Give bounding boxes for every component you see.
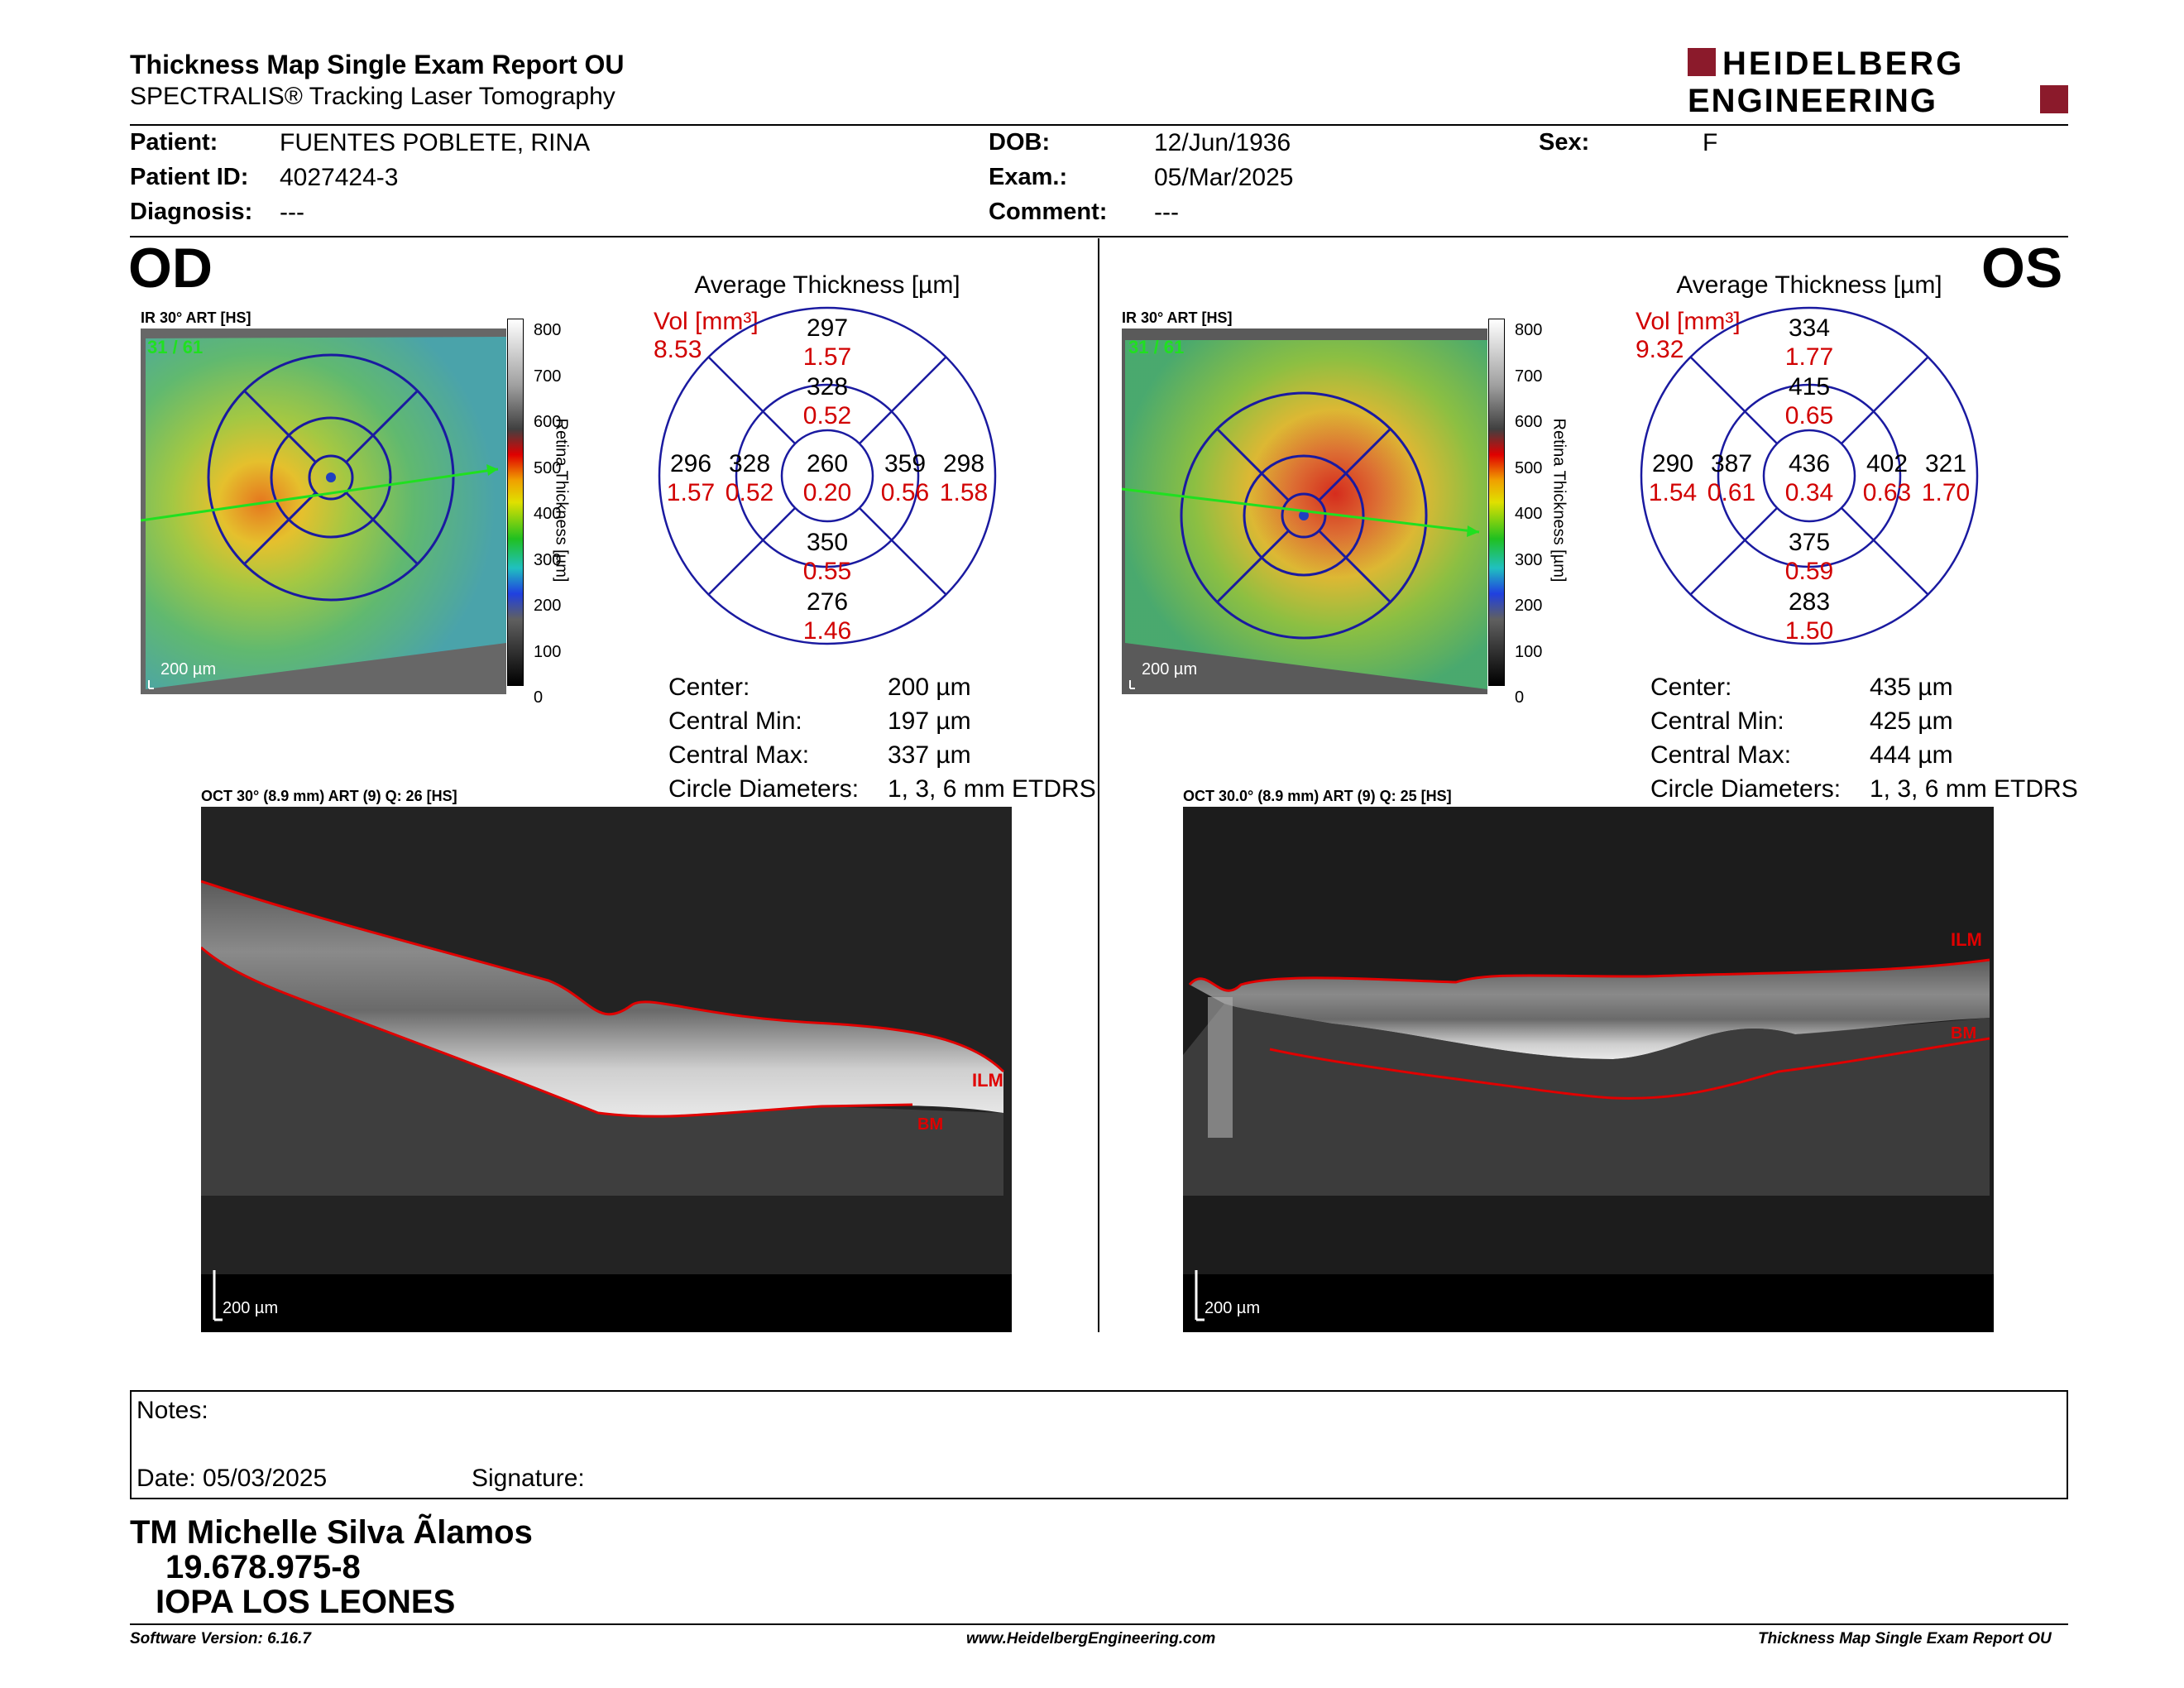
od-sector-inner-inf: 350 0.55 (802, 529, 852, 585)
os-etdrs-grid (1640, 306, 1979, 645)
os-sector-inner-inf: 375 0.59 (1784, 529, 1834, 585)
patient-id: 4027424-3 (280, 164, 399, 191)
notes-box[interactable] (130, 1390, 2068, 1499)
od-colorbar-title: Retina Thickness [µm] (552, 418, 571, 583)
od-sector-center: 260 0.20 (802, 450, 852, 506)
od-sector-inner-right: 359 0.56 (880, 450, 930, 506)
dob-value: 12/Jun/1936 (1154, 129, 1291, 156)
signer-rut: 19.678.975-8 (165, 1549, 361, 1585)
report-title: Thickness Map Single Exam Report OU (130, 50, 625, 79)
od-eye-label: OD (128, 237, 213, 300)
od-sector-outer-sup: 297 1.57 (802, 314, 852, 371)
diagnosis-label: Diagnosis: (130, 199, 253, 225)
diagnosis-value: --- (280, 199, 304, 226)
os-oct-scan: 200 µm ILM BM (1183, 807, 1994, 1332)
od-bm-label: BM (917, 1115, 943, 1134)
sex-value: F (1703, 129, 1718, 156)
footer-software: Software Version: 6.16.7 (130, 1630, 311, 1647)
od-oct-label: OCT 30° (8.9 mm) ART (9) Q: 26 [HS] (201, 788, 457, 804)
os-eye-label: OS (1981, 237, 2063, 300)
os-sector-inner-sup: 415 0.65 (1784, 373, 1834, 429)
patient-name: FUENTES POBLETE, RINA (280, 129, 591, 156)
od-etdrs-grid (658, 306, 997, 645)
od-thickness-map: 31 / 61 200 µm (141, 328, 506, 694)
report-subtitle: SPECTRALIS® Tracking Laser Tomography (130, 83, 615, 110)
logo-text-2: ENGINEERING (1688, 83, 1937, 116)
od-vol-value: 8.53 (654, 336, 702, 363)
os-ilm-label: ILM (1951, 929, 1982, 950)
os-colorbar (1488, 319, 1505, 686)
od-ir-label: IR 30° ART [HS] (141, 309, 251, 326)
os-stats-values: 435 µm 425 µm 444 µm 1, 3, 6 mm ETDRS (1870, 674, 2078, 803)
os-sector-outer-sup: 334 1.77 (1784, 314, 1834, 371)
os-thickness-map: 31 / 61 200 µm (1122, 328, 1487, 694)
notes-label: Notes: (136, 1397, 208, 1424)
signer-name: TM Michelle Silva Ãlamos (130, 1514, 533, 1551)
os-colorbar-ticks: 800 700 600 500 400 300 200 100 0 (1515, 321, 1543, 707)
comment-value: --- (1154, 199, 1179, 226)
signer-org: IOPA LOS LEONES (156, 1584, 456, 1620)
footer-report: Thickness Map Single Exam Report OU (1758, 1630, 2052, 1647)
od-colorbar (507, 319, 524, 686)
exam-value: 05/Mar/2025 (1154, 164, 1294, 191)
os-vol-value: 9.32 (1636, 336, 1684, 363)
od-sector-inner-sup: 328 0.52 (802, 373, 852, 429)
os-avg-title: Average Thickness [µm] (1676, 271, 1942, 299)
os-sector-inner-left: 387 0.61 (1707, 450, 1756, 506)
od-sector-outer-right: 298 1.58 (939, 450, 989, 506)
notes-date: Date: 05/03/2025 (136, 1465, 328, 1492)
os-ir-label: IR 30° ART [HS] (1122, 309, 1233, 326)
od-ir-counter: 31 / 61 (147, 337, 203, 357)
footer-website[interactable]: www.HeidelbergEngineering.com (966, 1630, 1216, 1647)
patient-rule (130, 236, 2068, 237)
od-colorbar-ticks: 800 700 600 500 400 300 200 100 0 (534, 321, 562, 707)
od-sector-outer-inf: 276 1.46 (802, 588, 852, 645)
os-sector-outer-inf: 283 1.50 (1784, 588, 1834, 645)
notes-signature: Signature: (472, 1465, 585, 1492)
patient-label: Patient: (130, 129, 218, 156)
od-stats-labels: Center: Central Min: Central Max: Circle Di… (668, 674, 860, 803)
od-oct-scale: 200 µm (223, 1299, 278, 1317)
os-stats-labels: Center: Central Min: Central Max: Circle Di… (1650, 674, 1842, 803)
eye-divider (1098, 238, 1099, 1332)
dob-label: DOB: (989, 129, 1051, 156)
header-rule (130, 124, 2068, 126)
od-sector-inner-left: 328 0.52 (725, 450, 774, 506)
footer-rule (130, 1623, 2068, 1625)
od-sector-outer-left: 296 1.57 (666, 450, 716, 506)
od-ir-scale: 200 µm (160, 660, 216, 679)
od-stats-values: 200 µm 197 µm 337 µm 1, 3, 6 mm ETDRS (888, 674, 1096, 803)
sex-label: Sex: (1539, 129, 1590, 156)
exam-label: Exam.: (989, 164, 1068, 190)
od-avg-title: Average Thickness [µm] (694, 271, 960, 299)
od-oct-scan: 200 µm ILM BM (201, 807, 1012, 1332)
os-sector-outer-left: 290 1.54 (1648, 450, 1698, 506)
od-ilm-label: ILM (972, 1070, 1003, 1091)
os-oct-label: OCT 30.0° (8.9 mm) ART (9) Q: 25 [HS] (1183, 788, 1452, 804)
heidelberg-logo: HEIDELBERG ENGINEERING (1688, 46, 2068, 116)
os-sector-center: 436 0.34 (1784, 450, 1834, 506)
logo-text-1: HEIDELBERG (1722, 46, 1964, 82)
os-oct-scale: 200 µm (1205, 1299, 1260, 1317)
os-sector-inner-right: 402 0.63 (1862, 450, 1912, 506)
os-sector-outer-right: 321 1.70 (1921, 450, 1971, 506)
os-colorbar-title: Retina Thickness [µm] (1549, 418, 1569, 583)
comment-label: Comment: (989, 199, 1108, 225)
os-ir-scale: 200 µm (1142, 660, 1197, 679)
os-bm-label: BM (1951, 1024, 1976, 1043)
patient-id-label: Patient ID: (130, 164, 249, 190)
os-ir-counter: 31 / 61 (1128, 337, 1184, 357)
